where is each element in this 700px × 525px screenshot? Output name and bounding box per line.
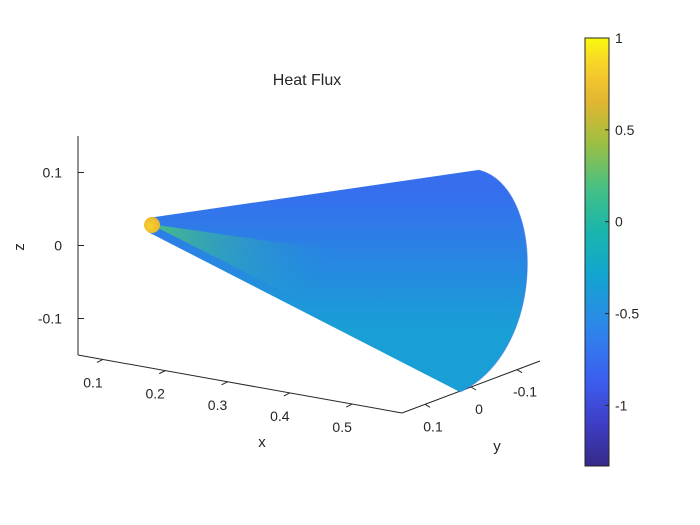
colorbar-tick-label: 1 — [615, 30, 623, 46]
x-tick-mark — [96, 359, 104, 363]
x-tick-mark — [345, 403, 353, 408]
z-tick-label: 0.1 — [43, 165, 63, 181]
y-tick-mark — [470, 386, 477, 391]
colorbar-tick-label: -0.5 — [615, 306, 639, 322]
x-tick-label: 0.4 — [270, 408, 290, 424]
x-tick-label: 0.1 — [83, 374, 103, 390]
cone-apex-gradient — [150, 224, 330, 300]
x-tick-label: 0.3 — [208, 397, 228, 413]
x-tick-mark — [221, 381, 228, 386]
chart-title: Heat Flux — [273, 72, 341, 89]
x-tick-mark — [159, 370, 166, 375]
cone-body — [148, 170, 528, 392]
y-tick-label: 0 — [475, 401, 483, 417]
cone-apex — [144, 217, 160, 233]
colorbar-tick-label: -1 — [615, 397, 628, 413]
y-tick-label: 0.1 — [423, 418, 443, 434]
x-ticks: 0.1 0.2 0.3 0.4 0.5 — [83, 359, 353, 435]
colorbar-tick-label: 0 — [615, 214, 623, 230]
x-tick-mark — [283, 392, 291, 397]
x-axis-line — [77, 354, 403, 414]
x-tick-label: 0.5 — [332, 419, 352, 435]
colorbar-tick-label: 0.5 — [615, 122, 635, 138]
colorbar: 1 0.5 0 -0.5 -1 — [584, 30, 639, 467]
y-tick-mark — [424, 403, 431, 408]
colorbar-ticks: 1 0.5 0 -0.5 -1 — [605, 30, 639, 413]
z-axis-label: z — [11, 243, 28, 251]
x-axis-label: x — [258, 434, 266, 451]
colorbar-bar — [584, 37, 610, 467]
x-tick-label: 0.2 — [145, 386, 165, 402]
z-tick-label: -0.1 — [38, 311, 62, 327]
z-ticks: 0.1 0 -0.1 — [38, 165, 84, 327]
cone-rim — [459, 169, 528, 393]
cone-surface — [144, 169, 528, 393]
y-tick-label: -0.1 — [513, 384, 537, 400]
y-ticks: 0.1 0 -0.1 — [423, 369, 537, 434]
y-tick-mark — [516, 369, 523, 374]
z-tick-label: 0 — [54, 238, 62, 254]
y-axis-label: y — [493, 438, 501, 455]
